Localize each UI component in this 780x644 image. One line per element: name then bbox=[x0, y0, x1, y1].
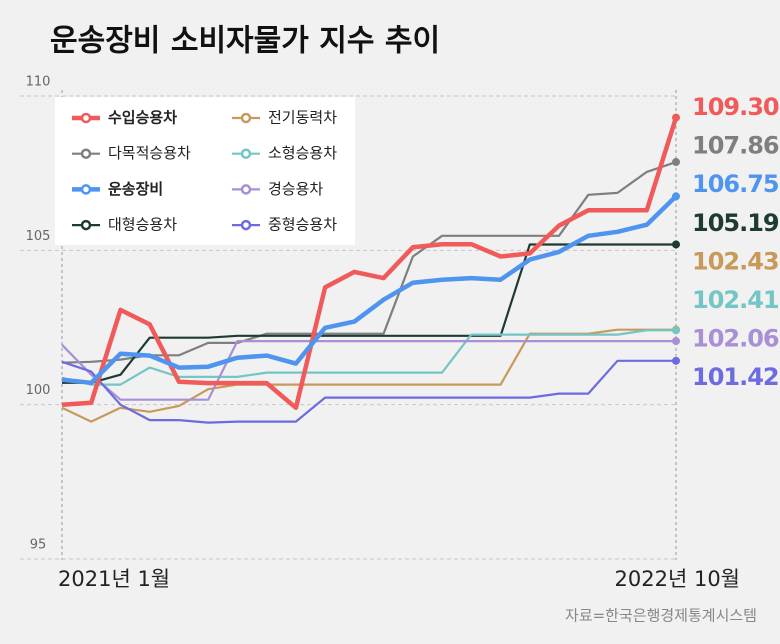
legend-swatch bbox=[240, 112, 252, 124]
legend-swatch bbox=[80, 112, 92, 124]
series-line bbox=[61, 116, 679, 411]
legend-swatch bbox=[240, 184, 252, 195]
legend-label: 다목적승용차 bbox=[108, 144, 191, 162]
legend-label: 전기동력차 bbox=[268, 109, 337, 127]
chart-title: 운송장비 소비자물가 지수 추이 bbox=[50, 24, 440, 59]
value-label: 107.86 bbox=[692, 132, 779, 160]
value-label: 106.75 bbox=[692, 170, 779, 198]
legend-swatch bbox=[80, 219, 92, 231]
legend-label: 대형승용차 bbox=[108, 216, 177, 234]
legend-label: 소형승용차 bbox=[268, 144, 337, 162]
value-label: 102.06 bbox=[692, 325, 779, 353]
y-tick-label: 100 bbox=[26, 383, 51, 398]
x-tick-label: 2021년 1월 bbox=[58, 567, 170, 591]
end-marker bbox=[672, 356, 680, 365]
legend-label: 중형승용차 bbox=[268, 216, 337, 234]
y-tick-label: 110 bbox=[26, 75, 51, 90]
value-label: 105.19 bbox=[692, 209, 779, 237]
end-marker bbox=[672, 192, 680, 201]
legend-swatch bbox=[240, 148, 252, 159]
legend-label: 경승용차 bbox=[268, 180, 323, 198]
legend-swatch bbox=[80, 148, 92, 159]
source: 자료=한국은행경제통계시스템 bbox=[565, 607, 757, 625]
x-tick-label: 2022년 10월 bbox=[615, 567, 740, 591]
legend-label: 수입승용차 bbox=[108, 109, 177, 127]
value-label: 101.42 bbox=[692, 363, 779, 391]
series-line bbox=[61, 328, 676, 423]
legend-box bbox=[55, 97, 355, 245]
series-line bbox=[61, 329, 676, 386]
series-line bbox=[61, 340, 676, 401]
legend-swatch bbox=[80, 184, 92, 195]
y-tick-label: 105 bbox=[26, 229, 51, 244]
end-marker bbox=[672, 158, 680, 167]
value-label: 102.43 bbox=[692, 247, 779, 275]
end-marker bbox=[672, 113, 680, 122]
series-line bbox=[62, 243, 676, 384]
value-label: 109.30 bbox=[692, 93, 779, 121]
end-marker bbox=[672, 326, 680, 335]
legend-swatch bbox=[240, 219, 252, 231]
value-label: 102.41 bbox=[692, 286, 779, 314]
legend-label: 운송장비 bbox=[108, 180, 163, 198]
end-marker bbox=[672, 337, 680, 346]
end-marker bbox=[672, 240, 680, 249]
y-tick-label: 95 bbox=[30, 538, 47, 553]
series-line bbox=[61, 359, 676, 424]
series-line bbox=[61, 194, 678, 386]
